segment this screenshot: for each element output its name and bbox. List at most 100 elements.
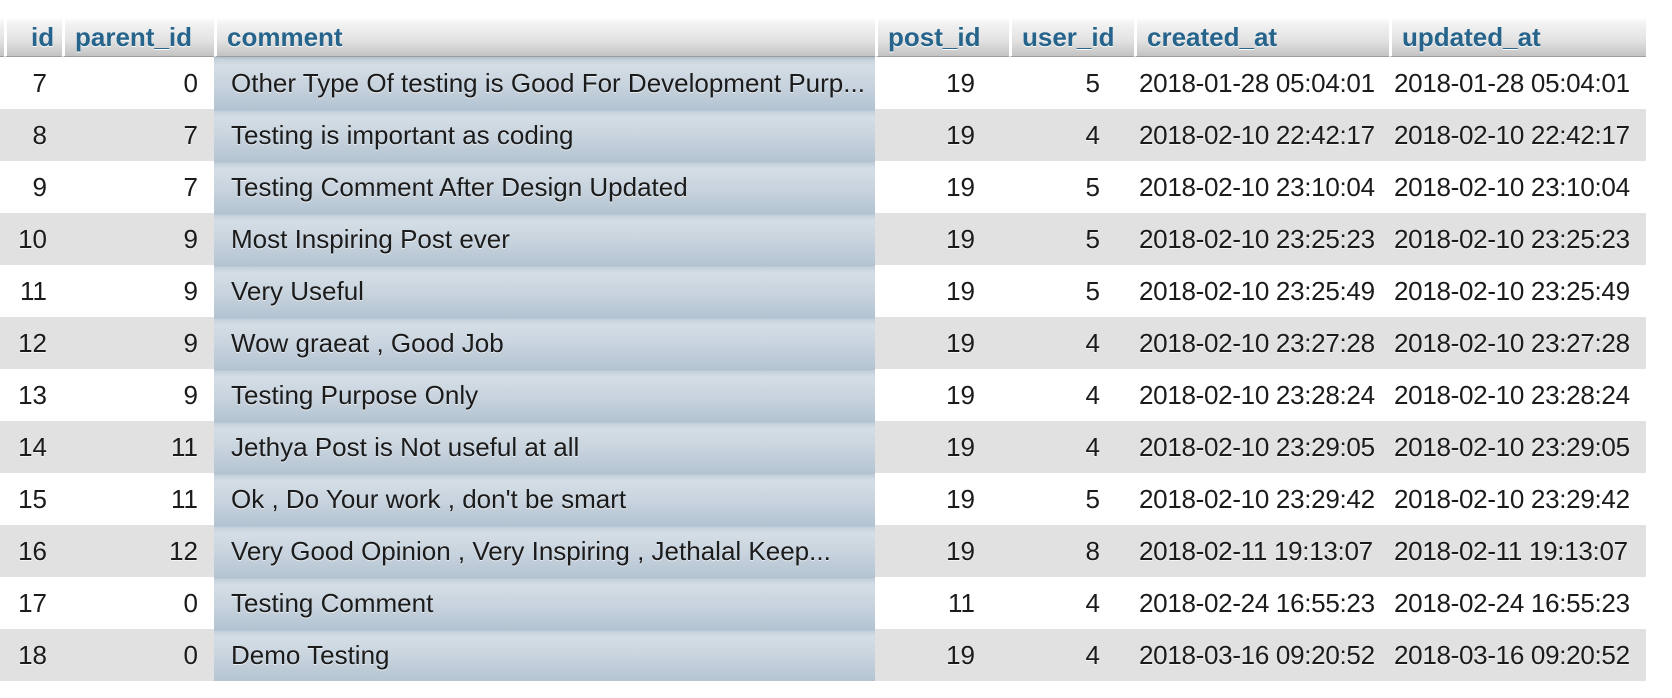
cell-created-at[interactable]: 2018-02-10 23:25:23 (1134, 213, 1389, 265)
cell-id[interactable]: 10 (0, 213, 62, 265)
cell-parent-id[interactable]: 7 (62, 109, 214, 161)
cell-user-id[interactable]: 4 (1009, 629, 1134, 681)
cell-user-id[interactable]: 5 (1009, 213, 1134, 265)
cell-user-id[interactable]: 5 (1009, 265, 1134, 317)
table-row[interactable]: 18 0 Demo Testing 19 4 2018-03-16 09:20:… (0, 629, 1646, 681)
table-row[interactable]: 8 7 Testing is important as coding 19 4 … (0, 109, 1646, 161)
cell-user-id[interactable]: 4 (1009, 577, 1134, 629)
cell-user-id[interactable]: 8 (1009, 525, 1134, 577)
cell-updated-at[interactable]: 2018-02-11 19:13:07 (1389, 525, 1646, 577)
column-header-id[interactable]: id (4, 18, 62, 57)
cell-id[interactable]: 9 (0, 161, 62, 213)
table-row[interactable]: 7 0 Other Type Of testing is Good For De… (0, 57, 1646, 109)
cell-post-id[interactable]: 19 (875, 421, 1009, 473)
cell-created-at[interactable]: 2018-02-10 23:25:49 (1134, 265, 1389, 317)
cell-created-at[interactable]: 2018-01-28 05:04:01 (1134, 57, 1389, 109)
cell-comment[interactable]: Ok , Do Your work , don't be smart (214, 473, 875, 525)
cell-created-at[interactable]: 2018-02-10 23:10:04 (1134, 161, 1389, 213)
column-header-updated-at[interactable]: updated_at (1389, 18, 1646, 57)
cell-user-id[interactable]: 5 (1009, 57, 1134, 109)
cell-updated-at[interactable]: 2018-02-10 23:27:28 (1389, 317, 1646, 369)
column-header-parent-id[interactable]: parent_id (62, 18, 214, 57)
column-header-post-id[interactable]: post_id (875, 18, 1009, 57)
cell-parent-id[interactable]: 9 (62, 369, 214, 421)
cell-post-id[interactable]: 19 (875, 213, 1009, 265)
cell-post-id[interactable]: 19 (875, 473, 1009, 525)
cell-parent-id[interactable]: 0 (62, 577, 214, 629)
cell-comment[interactable]: Most Inspiring Post ever (214, 213, 875, 265)
cell-created-at[interactable]: 2018-02-10 22:42:17 (1134, 109, 1389, 161)
table-row[interactable]: 9 7 Testing Comment After Design Updated… (0, 161, 1646, 213)
cell-id[interactable]: 18 (0, 629, 62, 681)
cell-updated-at[interactable]: 2018-02-10 23:25:23 (1389, 213, 1646, 265)
cell-comment[interactable]: Very Useful (214, 265, 875, 317)
cell-id[interactable]: 15 (0, 473, 62, 525)
cell-parent-id[interactable]: 12 (62, 525, 214, 577)
table-row[interactable]: 13 9 Testing Purpose Only 19 4 2018-02-1… (0, 369, 1646, 421)
cell-id[interactable]: 7 (0, 57, 62, 109)
cell-updated-at[interactable]: 2018-02-10 23:10:04 (1389, 161, 1646, 213)
cell-post-id[interactable]: 19 (875, 317, 1009, 369)
cell-created-at[interactable]: 2018-03-16 09:20:52 (1134, 629, 1389, 681)
table-row[interactable]: 12 9 Wow graeat , Good Job 19 4 2018-02-… (0, 317, 1646, 369)
cell-comment[interactable]: Testing Purpose Only (214, 369, 875, 421)
cell-post-id[interactable]: 19 (875, 525, 1009, 577)
cell-user-id[interactable]: 4 (1009, 369, 1134, 421)
column-header-created-at[interactable]: created_at (1134, 18, 1389, 57)
cell-comment[interactable]: Very Good Opinion , Very Inspiring , Jet… (214, 525, 875, 577)
cell-post-id[interactable]: 19 (875, 629, 1009, 681)
cell-parent-id[interactable]: 9 (62, 213, 214, 265)
cell-comment[interactable]: Testing is important as coding (214, 109, 875, 161)
cell-updated-at[interactable]: 2018-02-10 22:42:17 (1389, 109, 1646, 161)
cell-user-id[interactable]: 4 (1009, 317, 1134, 369)
table-row[interactable]: 14 11 Jethya Post is Not useful at all 1… (0, 421, 1646, 473)
cell-user-id[interactable]: 5 (1009, 161, 1134, 213)
cell-id[interactable]: 14 (0, 421, 62, 473)
cell-post-id[interactable]: 19 (875, 265, 1009, 317)
cell-user-id[interactable]: 5 (1009, 473, 1134, 525)
cell-id[interactable]: 11 (0, 265, 62, 317)
column-header-comment[interactable]: comment (214, 18, 875, 57)
cell-updated-at[interactable]: 2018-02-10 23:29:05 (1389, 421, 1646, 473)
cell-updated-at[interactable]: 2018-02-10 23:25:49 (1389, 265, 1646, 317)
cell-parent-id[interactable]: 11 (62, 421, 214, 473)
cell-updated-at[interactable]: 2018-02-24 16:55:23 (1389, 577, 1646, 629)
cell-updated-at[interactable]: 2018-03-16 09:20:52 (1389, 629, 1646, 681)
cell-parent-id[interactable]: 11 (62, 473, 214, 525)
cell-id[interactable]: 8 (0, 109, 62, 161)
cell-id[interactable]: 13 (0, 369, 62, 421)
cell-updated-at[interactable]: 2018-02-10 23:29:42 (1389, 473, 1646, 525)
cell-parent-id[interactable]: 9 (62, 265, 214, 317)
cell-parent-id[interactable]: 0 (62, 629, 214, 681)
cell-id[interactable]: 16 (0, 525, 62, 577)
cell-comment[interactable]: Jethya Post is Not useful at all (214, 421, 875, 473)
table-row[interactable]: 16 12 Very Good Opinion , Very Inspiring… (0, 525, 1646, 577)
cell-created-at[interactable]: 2018-02-10 23:29:42 (1134, 473, 1389, 525)
cell-parent-id[interactable]: 7 (62, 161, 214, 213)
cell-id[interactable]: 17 (0, 577, 62, 629)
table-row[interactable]: 10 9 Most Inspiring Post ever 19 5 2018-… (0, 213, 1646, 265)
cell-comment[interactable]: Demo Testing (214, 629, 875, 681)
cell-created-at[interactable]: 2018-02-11 19:13:07 (1134, 525, 1389, 577)
cell-post-id[interactable]: 11 (875, 577, 1009, 629)
cell-created-at[interactable]: 2018-02-24 16:55:23 (1134, 577, 1389, 629)
cell-parent-id[interactable]: 9 (62, 317, 214, 369)
table-row[interactable]: 17 0 Testing Comment 11 4 2018-02-24 16:… (0, 577, 1646, 629)
cell-comment[interactable]: Testing Comment (214, 577, 875, 629)
cell-created-at[interactable]: 2018-02-10 23:27:28 (1134, 317, 1389, 369)
cell-user-id[interactable]: 4 (1009, 109, 1134, 161)
table-row[interactable]: 15 11 Ok , Do Your work , don't be smart… (0, 473, 1646, 525)
cell-updated-at[interactable]: 2018-02-10 23:28:24 (1389, 369, 1646, 421)
cell-comment[interactable]: Wow graeat , Good Job (214, 317, 875, 369)
cell-created-at[interactable]: 2018-02-10 23:28:24 (1134, 369, 1389, 421)
cell-id[interactable]: 12 (0, 317, 62, 369)
cell-post-id[interactable]: 19 (875, 369, 1009, 421)
cell-post-id[interactable]: 19 (875, 161, 1009, 213)
cell-post-id[interactable]: 19 (875, 109, 1009, 161)
cell-updated-at[interactable]: 2018-01-28 05:04:01 (1389, 57, 1646, 109)
cell-post-id[interactable]: 19 (875, 57, 1009, 109)
table-row[interactable]: 11 9 Very Useful 19 5 2018-02-10 23:25:4… (0, 265, 1646, 317)
cell-user-id[interactable]: 4 (1009, 421, 1134, 473)
cell-comment[interactable]: Testing Comment After Design Updated (214, 161, 875, 213)
cell-parent-id[interactable]: 0 (62, 57, 214, 109)
